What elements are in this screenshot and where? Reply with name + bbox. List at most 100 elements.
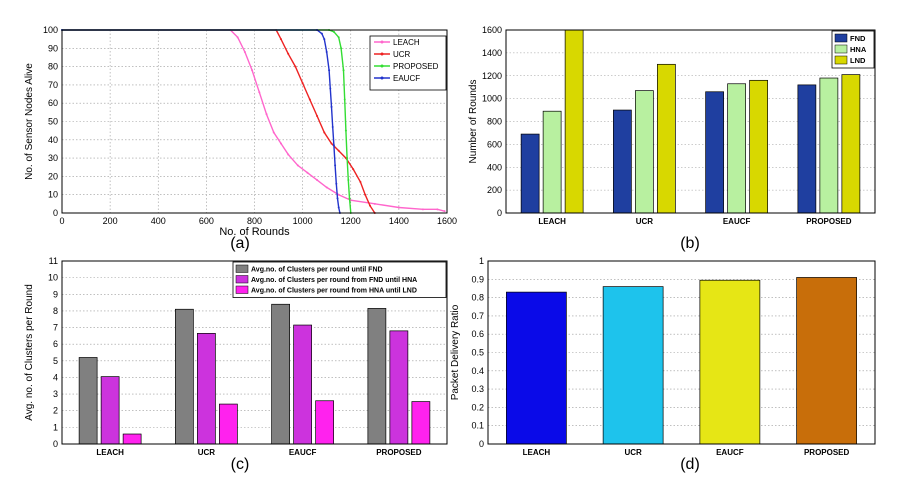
caption-a: (a)	[230, 235, 250, 252]
data-point-proposed	[348, 197, 351, 200]
data-point-leach	[397, 206, 400, 209]
data-point-proposed	[346, 157, 349, 160]
data-point-leach	[316, 179, 319, 182]
data-point-leach	[272, 131, 275, 134]
data-point-leach	[287, 153, 290, 156]
data-point-eaucf	[334, 164, 337, 167]
data-point-eaucf	[328, 69, 331, 72]
x-axis-label: No. of Rounds	[219, 226, 290, 238]
data-point-proposed	[332, 30, 335, 33]
caption-d: (d)	[680, 456, 700, 473]
bar-eaucf	[749, 79, 768, 214]
x-tick-label: EAUCF	[723, 217, 751, 226]
legend-label: Avg.no. of Clusters per round from FND u…	[251, 277, 417, 284]
data-point-proposed	[344, 129, 347, 132]
y-tick-label: 1400	[482, 48, 502, 58]
data-point-ucr	[369, 204, 371, 207]
y-tick-label: 0	[497, 208, 502, 218]
legend: FND HNA LND	[831, 30, 875, 69]
y-tick-label: 1600	[482, 25, 502, 35]
x-tick-label: 200	[103, 216, 118, 226]
data-point-ucr	[364, 193, 367, 196]
data-point-ucr	[352, 168, 355, 171]
bar-eaucf	[293, 324, 312, 445]
y-tick-label: 30	[48, 153, 58, 163]
caption-c: (c)	[231, 456, 250, 473]
data-point-eaucf	[332, 144, 335, 147]
y-tick-label: 8	[53, 306, 58, 316]
data-point-leach	[296, 164, 299, 167]
legend-marker	[380, 52, 384, 56]
legend-label: HNA	[850, 45, 867, 54]
plot-border	[505, 29, 876, 214]
x-tick-label: 800	[247, 216, 262, 226]
legend-label: PROPOSED	[393, 62, 439, 71]
legend-swatch	[834, 55, 848, 65]
data-point-leach	[243, 50, 246, 53]
data-point-leach	[436, 208, 439, 211]
y-tick-label: 0.5	[471, 348, 484, 358]
legend-swatch	[235, 285, 249, 294]
bar-leach	[100, 376, 120, 445]
y-tick-label: 40	[48, 135, 58, 145]
data-point-eaucf	[325, 50, 328, 53]
data-point-ucr	[337, 149, 340, 152]
bar-eaucf	[315, 400, 334, 445]
data-point-leach	[279, 142, 282, 145]
y-tick-label: 11	[49, 256, 58, 266]
y-tick-label: 7	[53, 323, 58, 333]
y-tick-label: 0.6	[471, 329, 484, 339]
y-tick-label: 0.3	[471, 384, 484, 394]
series-line-eaucf	[62, 29, 341, 214]
x-tick-label: PROPOSED	[804, 448, 850, 457]
bar-eaucf	[699, 279, 761, 445]
bar-ucr	[635, 90, 654, 214]
y-tick-label: 1000	[482, 94, 502, 104]
x-tick-label: EAUCF	[716, 448, 744, 457]
plot-border	[61, 260, 448, 445]
bar-eaucf	[705, 91, 724, 214]
x-tick-label: 1200	[341, 216, 361, 226]
data-point-leach	[236, 36, 239, 39]
y-axis-label: Packet Delivery Ratio	[450, 304, 461, 400]
x-tick-label: 1600	[437, 216, 457, 226]
data-point-leach	[251, 69, 254, 72]
data-point-ucr	[308, 98, 311, 101]
data-point-eaucf	[331, 125, 334, 128]
data-point-ucr	[287, 52, 290, 55]
legend-marker	[380, 64, 384, 68]
bar-leach	[506, 291, 567, 445]
x-tick-label: EAUCF	[289, 448, 317, 457]
y-tick-label: 4	[53, 372, 58, 382]
data-point-ucr	[323, 131, 326, 134]
x-tick-label: UCR	[198, 448, 216, 457]
bar-proposed	[796, 277, 857, 445]
bar-leach	[520, 133, 540, 214]
bar-leach	[122, 433, 142, 445]
legend-marker	[380, 40, 384, 44]
y-tick-label: 70	[48, 80, 58, 90]
x-tick-label: 600	[199, 216, 214, 226]
panel-b-bar-chart: 0 200 400 600 800 1000 1200 1400 1600 Number of R…	[468, 25, 876, 226]
y-tick-label: 80	[48, 62, 58, 72]
panel-c-bar-chart: 0 1 2 3 4 5 6 7 8 9 10 11 Avg. no. of Clusters per R…	[24, 256, 448, 457]
y-tick-label: 0.8	[471, 293, 484, 303]
data-point-eaucf	[337, 206, 340, 209]
x-tick-label: LEACH	[523, 448, 551, 457]
x-tick-label: UCR	[624, 448, 642, 457]
bar-ucr	[175, 308, 194, 445]
legend-label: EAUCF	[393, 74, 420, 83]
y-axis-label: Avg. no. of Clusters per Round	[24, 284, 35, 421]
data-point-proposed	[342, 69, 345, 72]
data-point-ucr	[294, 65, 297, 68]
data-point-eaucf	[336, 197, 339, 200]
y-tick-label: 6	[53, 339, 58, 349]
bar-proposed	[819, 77, 839, 214]
x-tick-label: LEACH	[96, 448, 124, 457]
data-point-eaucf	[329, 87, 332, 90]
y-tick-label: 1	[53, 422, 58, 432]
data-point-eaucf	[335, 182, 338, 185]
plot-border	[61, 29, 448, 214]
x-tick-label: PROPOSED	[806, 217, 852, 226]
